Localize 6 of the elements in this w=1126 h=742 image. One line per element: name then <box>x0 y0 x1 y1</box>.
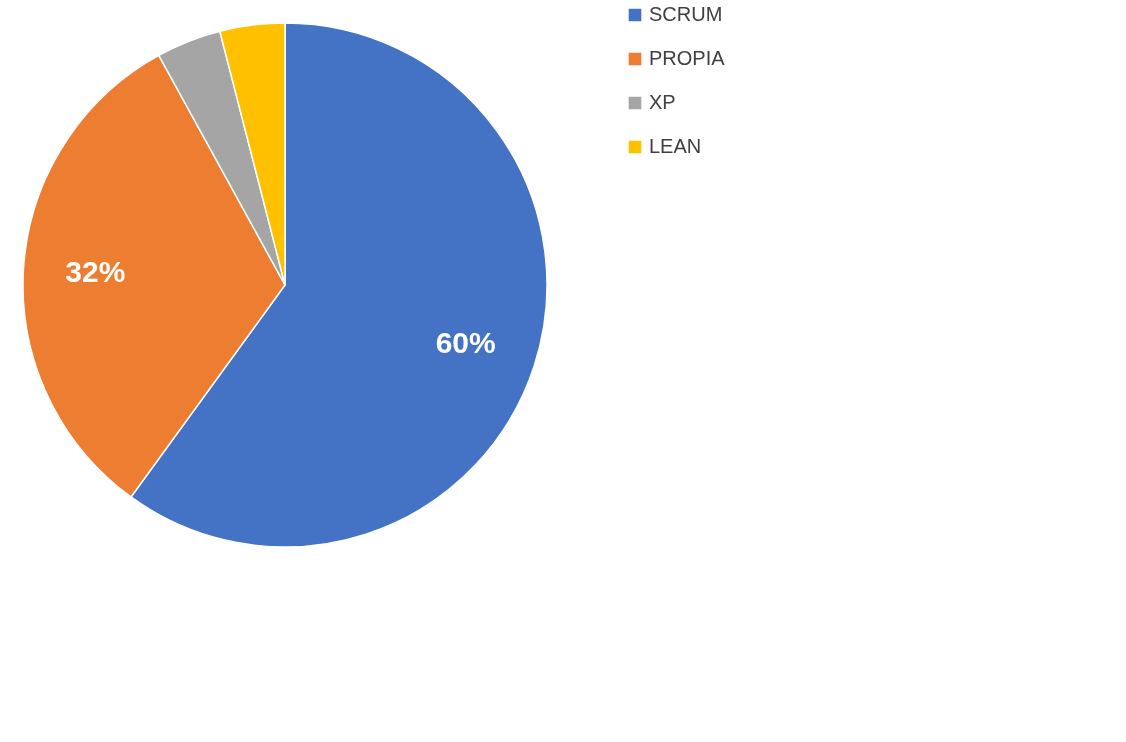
legend-label: PROPIA <box>649 47 726 69</box>
legend-label: LEAN <box>649 135 702 157</box>
data-label: 60% <box>435 325 496 359</box>
legend-label: SCRUM <box>649 3 723 25</box>
legend-label: XP <box>649 91 676 113</box>
data-label: 32% <box>65 255 126 289</box>
